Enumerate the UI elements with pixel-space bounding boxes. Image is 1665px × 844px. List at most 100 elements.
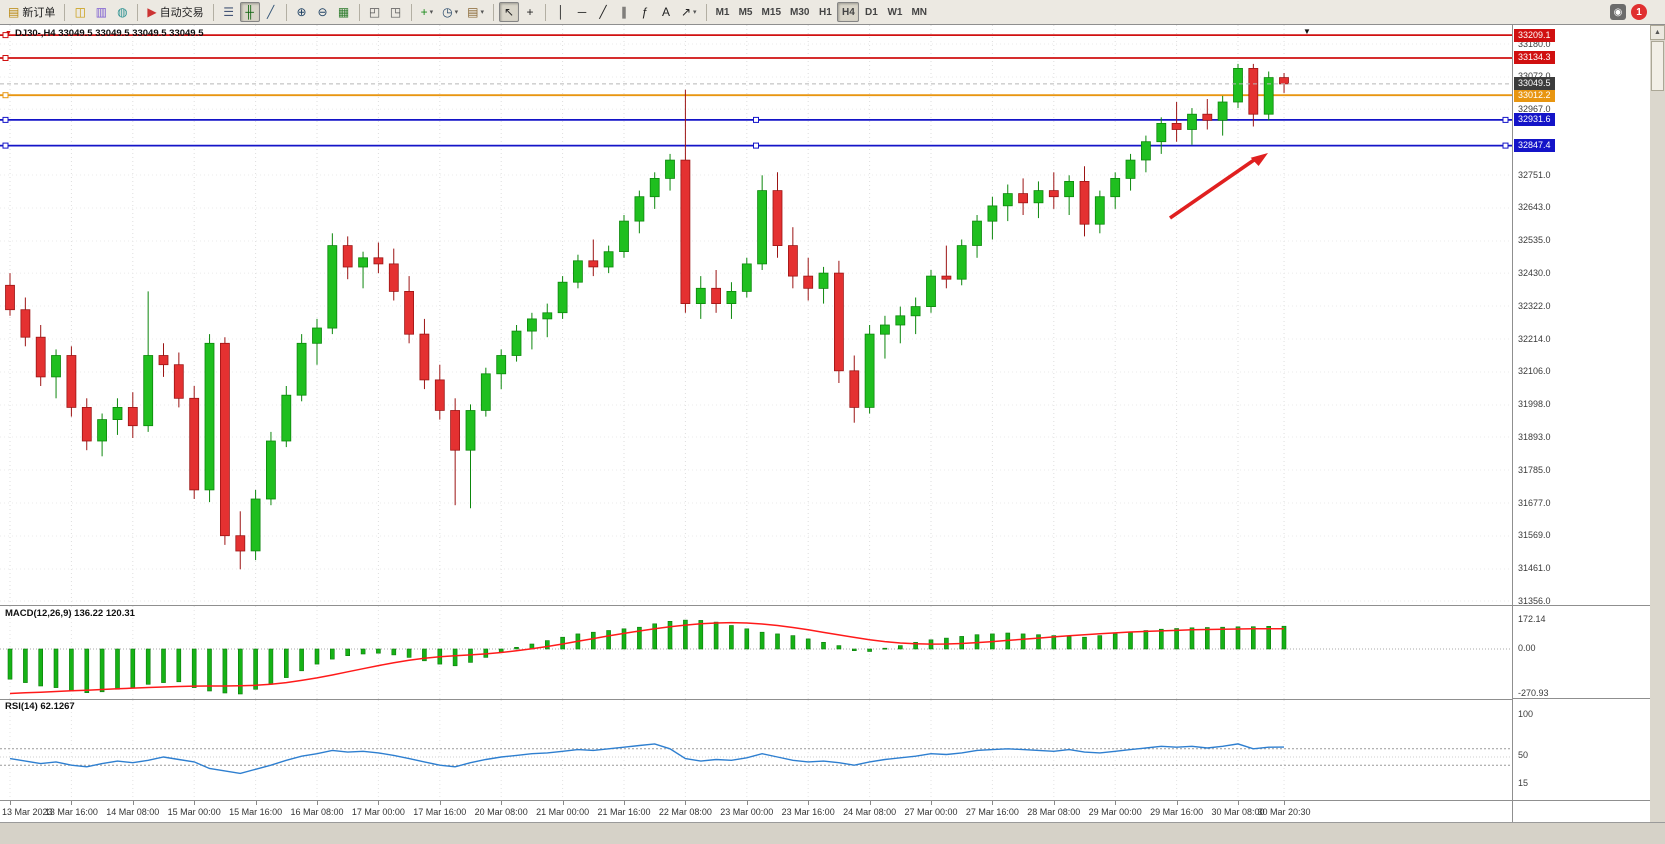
candlestick-chart-icon: ╫ (245, 5, 254, 19)
rsi-panel[interactable] (0, 699, 1512, 802)
level-handle[interactable] (1502, 116, 1509, 123)
period-dropdown-icon[interactable]: ▾ (454, 9, 459, 16)
timeframe-d1-button[interactable]: D1 (865, 6, 878, 18)
time-label: 23 Mar 00:00 (720, 807, 774, 817)
panel-separator (1513, 800, 1651, 801)
timeframe-w1-button[interactable]: W1 (887, 6, 903, 18)
price-tick-label: 31569.0 (1518, 530, 1551, 541)
time-axis[interactable]: 13 Mar 2023 13 Mar 16:00 14 Mar 08:00 15 Ma… (0, 800, 1512, 822)
template-dropdown-icon[interactable]: ▾ (480, 9, 484, 16)
time-label: 29 Mar 16:00 (1150, 807, 1204, 817)
timeframe-m30-button[interactable]: M30 (790, 6, 810, 18)
toolbar-separator (544, 3, 546, 21)
macd-panel[interactable] (0, 605, 1512, 699)
crosshair-button[interactable]: + (520, 2, 540, 22)
zoom-in-icon: ⊕ (296, 5, 307, 19)
main-chart[interactable] (0, 25, 1512, 605)
level-handle[interactable] (2, 55, 9, 61)
time-tick (317, 801, 318, 805)
price-level-badge: 33134.3 (1514, 51, 1555, 65)
arrows-tool-button[interactable]: ↗ ▾ (677, 2, 701, 22)
arrows-tool-icon: ↗ (680, 5, 692, 19)
zoom-in-button[interactable]: ⊕ (292, 2, 312, 22)
level-handle[interactable] (753, 142, 759, 149)
period-button[interactable]: ◷ ▾ (438, 2, 462, 22)
market-watch-button[interactable]: ◫ (70, 2, 90, 22)
vertical-line-button[interactable]: │ (551, 2, 571, 22)
level-handle[interactable] (2, 142, 9, 149)
bar-chart-button[interactable]: ☰ (219, 2, 239, 22)
time-tick (746, 801, 748, 805)
time-label: 21 Mar 16:00 (597, 807, 651, 817)
line-chart-icon: ╱ (266, 5, 275, 19)
line-chart-button[interactable]: ╱ (261, 2, 281, 22)
toolbar-separator (358, 3, 360, 21)
price-level-badge: 33049.5 (1514, 77, 1555, 91)
navigator-button[interactable]: ◍ (112, 2, 132, 22)
time-tick (378, 801, 380, 805)
auto-trading-button[interactable]: ▶ 自动交易 (143, 2, 207, 22)
text-tool-button[interactable]: A (656, 2, 676, 22)
auto-scroll-button[interactable]: ◰ (365, 2, 385, 22)
time-tick (194, 801, 196, 805)
time-label: 24 Mar 08:00 (843, 807, 897, 817)
data-window-button[interactable]: ▥ (91, 2, 111, 22)
auto-trading-icon: ▶ (147, 5, 157, 19)
chart-context-arrow-icon[interactable]: ▼ (1303, 27, 1311, 36)
fibonacci-icon: ƒ (641, 5, 649, 19)
level-handle[interactable] (2, 32, 9, 39)
time-tick (1284, 801, 1286, 805)
time-label: 13 Mar 16:00 (44, 807, 98, 817)
level-handle[interactable] (2, 116, 9, 123)
notification-badge[interactable]: 1 (1631, 4, 1647, 20)
trendline-button[interactable]: ╱ (593, 2, 613, 22)
add-indicator-dropdown-icon[interactable]: ▾ (429, 9, 434, 16)
price-tick-label: 32535.0 (1518, 235, 1551, 246)
cursor-button[interactable]: ↖ (498, 2, 519, 22)
toolbar-separator (410, 3, 412, 21)
scrollbar-up-icon[interactable]: ▲ (1650, 25, 1665, 40)
fibonacci-button[interactable]: ƒ (635, 2, 655, 22)
toolbar: ▤ 新订单 ◫ ▥ ◍ ▶ 自动交易 ☰ ╫ ╱ ⊕ ⊖ ▦ ◰ ◳ + ▾ ◷ ▾ ▤ ▾ ↖ + │ ─ ╱ ∥ ƒ A ↗ ▾ M1 M5… (0, 0, 1665, 25)
trendline-icon: ╱ (599, 5, 607, 19)
news-icon[interactable]: ◉ (1610, 4, 1626, 20)
toolbar-right-cluster: ◉ 1 (1610, 4, 1661, 20)
chart-scrollbar[interactable]: ▲ ▼ (1650, 25, 1665, 844)
zoom-out-button[interactable]: ⊖ (313, 2, 333, 22)
add-indicator-button[interactable]: + ▾ (417, 2, 438, 22)
price-tick-label: 31356.0 (1518, 595, 1551, 606)
market-watch-icon: ◫ (74, 5, 87, 19)
scrollbar-thumb[interactable] (1651, 41, 1664, 91)
horizontal-line-button[interactable]: ─ (572, 2, 592, 22)
timeframe-mn-button[interactable]: MN (911, 6, 928, 18)
level-handle[interactable] (753, 116, 759, 123)
time-tick (1238, 801, 1239, 805)
channel-button[interactable]: ∥ (614, 2, 634, 22)
chart-shift-icon: ◳ (389, 5, 402, 19)
candlestick-chart-button[interactable]: ╫ (239, 2, 260, 22)
timeframe-m1-button[interactable]: M1 (715, 6, 730, 18)
navigator-icon: ◍ (117, 5, 128, 19)
chart-shift-button[interactable]: ◳ (386, 2, 406, 22)
timeframe-m5-button[interactable]: M5 (738, 6, 753, 18)
template-icon: ▤ (467, 5, 479, 19)
level-handle[interactable] (1502, 142, 1509, 149)
template-button[interactable]: ▤ ▾ (463, 2, 488, 22)
price-tick-label: 0.00 (1518, 642, 1536, 653)
price-tick-label: 32430.0 (1518, 267, 1551, 278)
period-icon: ◷ (442, 5, 453, 19)
annotation-arrow[interactable] (1168, 153, 1268, 220)
timeframe-h4-button[interactable]: H4 (837, 2, 860, 22)
timeframe-m15-button[interactable]: M15 (761, 6, 781, 18)
price-tick-label: 32643.0 (1518, 202, 1551, 213)
rsi-line (9, 743, 1285, 775)
tile-windows-button[interactable]: ▦ (334, 2, 354, 22)
new-order-button[interactable]: ▤ 新订单 (4, 2, 59, 22)
timeframe-h1-button[interactable]: H1 (819, 6, 832, 18)
time-tick (685, 801, 687, 805)
price-axis[interactable]: 33180.0 33072.0 32967.0 32751.0 32643.0 32535… (1512, 25, 1651, 822)
arrows-tool-dropdown-icon[interactable]: ▾ (693, 9, 697, 16)
level-handle[interactable] (2, 92, 9, 99)
time-label: 14 Mar 08:00 (106, 807, 160, 817)
